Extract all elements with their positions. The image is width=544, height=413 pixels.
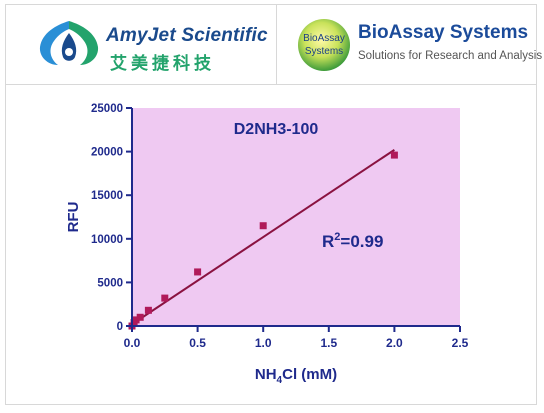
y-tick-label: 5000 [97,277,123,289]
data-point [161,294,169,302]
x-tick-label: 2.0 [386,336,403,350]
r-squared-annotation: R2=0.99 [322,231,383,251]
y-tick-label: 10000 [91,234,123,246]
plot-area [132,108,460,326]
y-tick-label: 0 [117,321,123,333]
header-divider [6,84,536,85]
bioassay-tagline: Solutions for Research and Analysis [358,50,543,62]
y-tick-label: 20000 [91,147,123,159]
regression-line [131,149,395,326]
x-axis-label: NH4Cl (mM) [255,366,337,386]
x-tick-label: 1.0 [255,336,272,350]
data-point [144,306,152,314]
bioassay-globe-icon: BioAssay Systems [298,19,350,71]
x-tick-label: 0.5 [189,336,206,350]
bioassay-logo-text-1: BioAssay [303,33,345,44]
y-axis-label: RFU [65,202,82,233]
data-point [194,268,202,276]
bioassay-brand-name: BioAssay Systems [358,22,529,43]
chart-title: D2NH3-100 [234,121,319,138]
y-tick-label: 15000 [91,190,123,202]
data-point [259,222,267,230]
data-point [136,313,144,321]
y-tick-label: 25000 [91,103,123,115]
x-tick-label: 0.0 [124,336,141,350]
data-point [132,316,140,324]
x-tick-label: 1.5 [320,336,337,350]
logo-divider [276,5,277,84]
amyjet-droplet-icon [39,21,99,65]
amyjet-brand-name: AmyJet Scientific [106,25,268,46]
bioassay-logo-text-2: Systems [305,46,343,57]
data-point [390,151,398,159]
x-tick-label: 2.5 [452,336,469,350]
amyjet-brand-name-cn: 艾美捷科技 [110,54,215,74]
